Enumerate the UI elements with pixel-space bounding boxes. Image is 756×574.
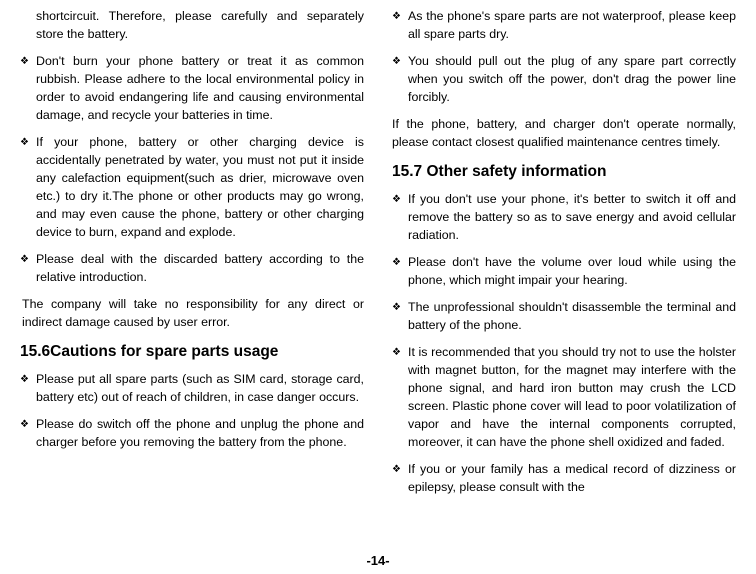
bullet-text: Please do switch off the phone and unplu…	[36, 416, 364, 452]
bullet-text: If you or your family has a medical reco…	[408, 461, 736, 497]
paragraph: If the phone, battery, and charger don't…	[392, 116, 736, 152]
bullet-item: ❖ Don't burn your phone battery or treat…	[20, 53, 364, 125]
page: shortcircuit. Therefore, please carefull…	[0, 0, 756, 506]
bullet-mark: ❖	[20, 251, 36, 287]
page-number: -14-	[0, 553, 756, 568]
bullet-mark: ❖	[392, 461, 408, 497]
bullet-mark: ❖	[20, 134, 36, 242]
bullet-text: Please deal with the discarded battery a…	[36, 251, 364, 287]
bullet-text: Please don't have the volume over loud w…	[408, 254, 736, 290]
bullet-text: You should pull out the plug of any spar…	[408, 53, 736, 107]
bullet-text: Please put all spare parts (such as SIM …	[36, 371, 364, 407]
heading-15-6: 15.6Cautions for spare parts usage	[20, 341, 364, 363]
left-column: shortcircuit. Therefore, please carefull…	[20, 8, 364, 506]
heading-15-7: 15.7 Other safety information	[392, 161, 736, 183]
bullet-mark: ❖	[392, 299, 408, 335]
continued-paragraph: shortcircuit. Therefore, please carefull…	[20, 8, 364, 44]
bullet-mark: ❖	[20, 416, 36, 452]
bullet-mark: ❖	[392, 8, 408, 44]
bullet-item: ❖ It is recommended that you should try …	[392, 344, 736, 452]
bullet-item: ❖ If you or your family has a medical re…	[392, 461, 736, 497]
bullet-item: ❖ The unprofessional shouldn't disassemb…	[392, 299, 736, 335]
bullet-text: Don't burn your phone battery or treat i…	[36, 53, 364, 125]
bullet-item: ❖ If your phone, battery or other chargi…	[20, 134, 364, 242]
bullet-text: As the phone's spare parts are not water…	[408, 8, 736, 44]
bullet-text: If your phone, battery or other charging…	[36, 134, 364, 242]
bullet-mark: ❖	[392, 191, 408, 245]
bullet-item: ❖ You should pull out the plug of any sp…	[392, 53, 736, 107]
bullet-text: The unprofessional shouldn't disassemble…	[408, 299, 736, 335]
bullet-text: If you don't use your phone, it's better…	[408, 191, 736, 245]
bullet-mark: ❖	[20, 53, 36, 125]
bullet-mark: ❖	[20, 371, 36, 407]
bullet-mark: ❖	[392, 254, 408, 290]
bullet-item: ❖ Please do switch off the phone and unp…	[20, 416, 364, 452]
bullet-item: ❖ Please deal with the discarded battery…	[20, 251, 364, 287]
bullet-mark: ❖	[392, 344, 408, 452]
paragraph: The company will take no responsibility …	[20, 296, 364, 332]
bullet-item: ❖ As the phone's spare parts are not wat…	[392, 8, 736, 44]
bullet-item: ❖ Please put all spare parts (such as SI…	[20, 371, 364, 407]
right-column: ❖ As the phone's spare parts are not wat…	[392, 8, 736, 506]
bullet-item: ❖ If you don't use your phone, it's bett…	[392, 191, 736, 245]
bullet-mark: ❖	[392, 53, 408, 107]
bullet-item: ❖ Please don't have the volume over loud…	[392, 254, 736, 290]
bullet-text: It is recommended that you should try no…	[408, 344, 736, 452]
